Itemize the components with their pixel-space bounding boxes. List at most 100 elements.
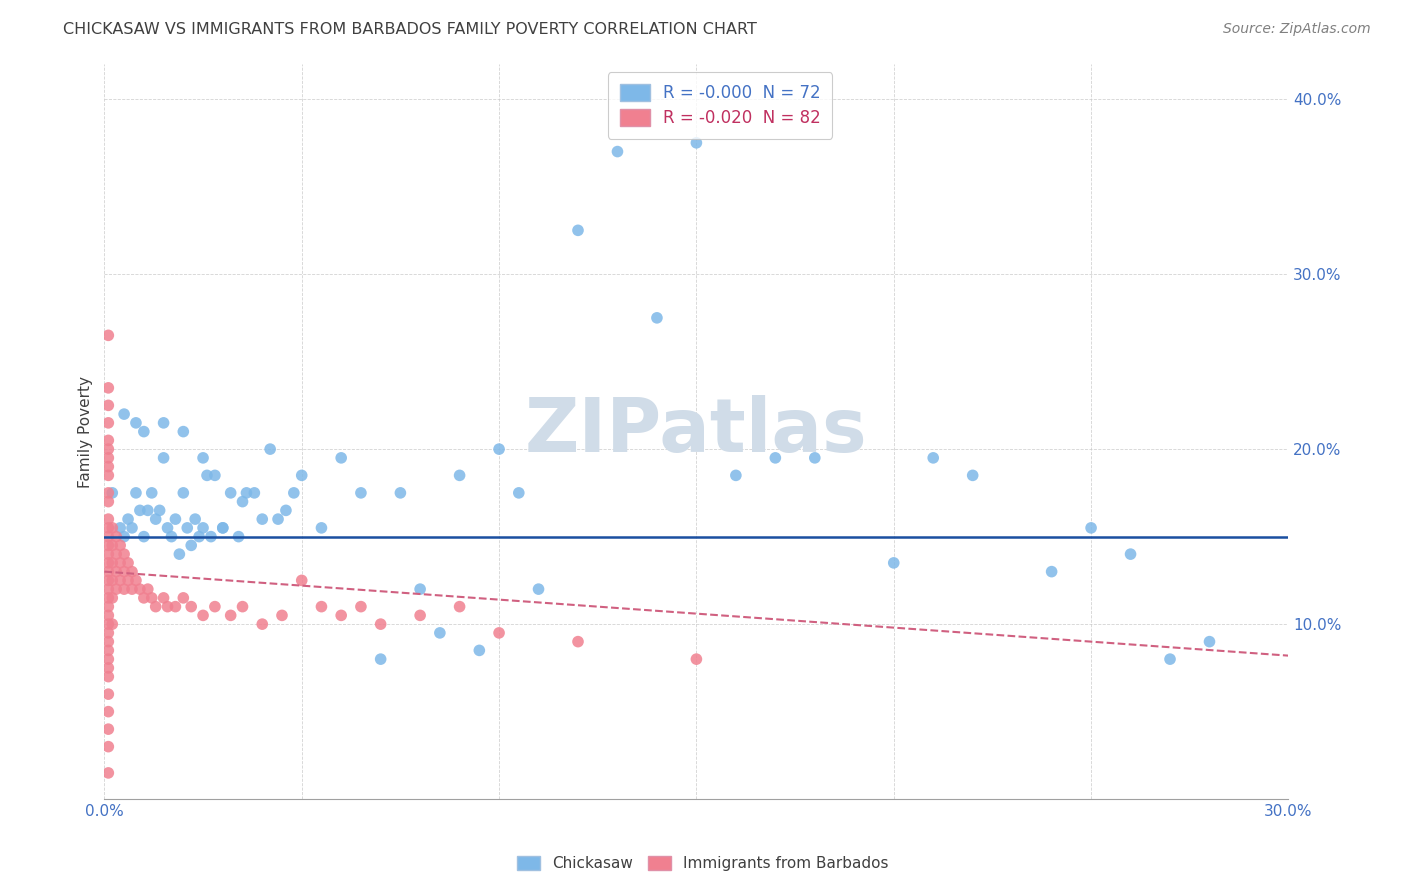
Point <box>804 450 827 465</box>
Point <box>172 591 194 605</box>
Point <box>350 599 373 614</box>
Point <box>97 530 120 544</box>
Point <box>468 643 491 657</box>
Point <box>160 530 183 544</box>
Point <box>105 565 128 579</box>
Point <box>97 398 120 412</box>
Point <box>211 521 233 535</box>
Point <box>204 599 226 614</box>
Point <box>105 547 128 561</box>
Point <box>125 416 148 430</box>
Point <box>1080 521 1102 535</box>
Point <box>97 547 120 561</box>
Point <box>252 617 274 632</box>
Point <box>112 547 135 561</box>
Point <box>527 582 550 596</box>
Point <box>97 574 120 588</box>
Point <box>165 599 187 614</box>
Point <box>129 582 152 596</box>
Point <box>1119 547 1142 561</box>
Point <box>97 687 120 701</box>
Point <box>112 582 135 596</box>
Point <box>97 486 120 500</box>
Point <box>330 608 353 623</box>
Point <box>350 486 373 500</box>
Point <box>121 565 143 579</box>
Point <box>962 468 984 483</box>
Point <box>97 556 120 570</box>
Point <box>117 556 139 570</box>
Point <box>152 450 174 465</box>
Point <box>101 538 124 552</box>
Point <box>97 722 120 736</box>
Point <box>121 521 143 535</box>
Point <box>191 608 214 623</box>
Point <box>488 626 510 640</box>
Point <box>685 136 707 150</box>
Point <box>231 599 253 614</box>
Point <box>97 494 120 508</box>
Point <box>97 434 120 448</box>
Point <box>112 407 135 421</box>
Point <box>112 530 135 544</box>
Point <box>370 617 392 632</box>
Point <box>228 530 250 544</box>
Point <box>291 574 314 588</box>
Point <box>191 450 214 465</box>
Text: CHICKASAW VS IMMIGRANTS FROM BARBADOS FAMILY POVERTY CORRELATION CHART: CHICKASAW VS IMMIGRANTS FROM BARBADOS FA… <box>63 22 758 37</box>
Legend: Chickasaw, Immigrants from Barbados: Chickasaw, Immigrants from Barbados <box>510 849 896 877</box>
Point <box>311 599 333 614</box>
Point <box>763 450 786 465</box>
Point <box>97 670 120 684</box>
Point <box>108 556 131 570</box>
Point <box>97 652 120 666</box>
Point <box>429 626 451 640</box>
Point <box>389 486 412 500</box>
Point <box>311 521 333 535</box>
Point <box>1159 652 1181 666</box>
Point <box>97 459 120 474</box>
Point <box>112 565 135 579</box>
Point <box>145 599 167 614</box>
Text: Source: ZipAtlas.com: Source: ZipAtlas.com <box>1223 22 1371 37</box>
Point <box>449 468 471 483</box>
Point <box>165 512 187 526</box>
Point <box>156 521 179 535</box>
Point <box>97 450 120 465</box>
Point <box>97 617 120 632</box>
Point <box>97 381 120 395</box>
Point <box>97 538 120 552</box>
Point <box>108 538 131 552</box>
Point <box>97 328 120 343</box>
Point <box>145 512 167 526</box>
Point <box>121 582 143 596</box>
Point <box>101 486 124 500</box>
Point <box>97 626 120 640</box>
Point <box>125 574 148 588</box>
Point <box>152 591 174 605</box>
Point <box>141 486 163 500</box>
Point <box>97 442 120 456</box>
Point <box>409 582 432 596</box>
Point <box>101 556 124 570</box>
Point <box>271 608 294 623</box>
Point <box>291 468 314 483</box>
Point <box>97 591 120 605</box>
Point <box>101 574 124 588</box>
Point <box>117 574 139 588</box>
Legend: R = -0.000  N = 72, R = -0.020  N = 82: R = -0.000 N = 72, R = -0.020 N = 82 <box>607 72 832 139</box>
Point <box>156 599 179 614</box>
Point <box>108 521 131 535</box>
Point <box>108 574 131 588</box>
Point <box>132 530 155 544</box>
Point <box>1198 634 1220 648</box>
Point <box>176 521 198 535</box>
Point <box>97 608 120 623</box>
Point <box>172 486 194 500</box>
Point <box>922 450 945 465</box>
Point <box>152 416 174 430</box>
Point <box>267 512 290 526</box>
Point <box>219 486 242 500</box>
Point <box>132 591 155 605</box>
Point <box>195 468 218 483</box>
